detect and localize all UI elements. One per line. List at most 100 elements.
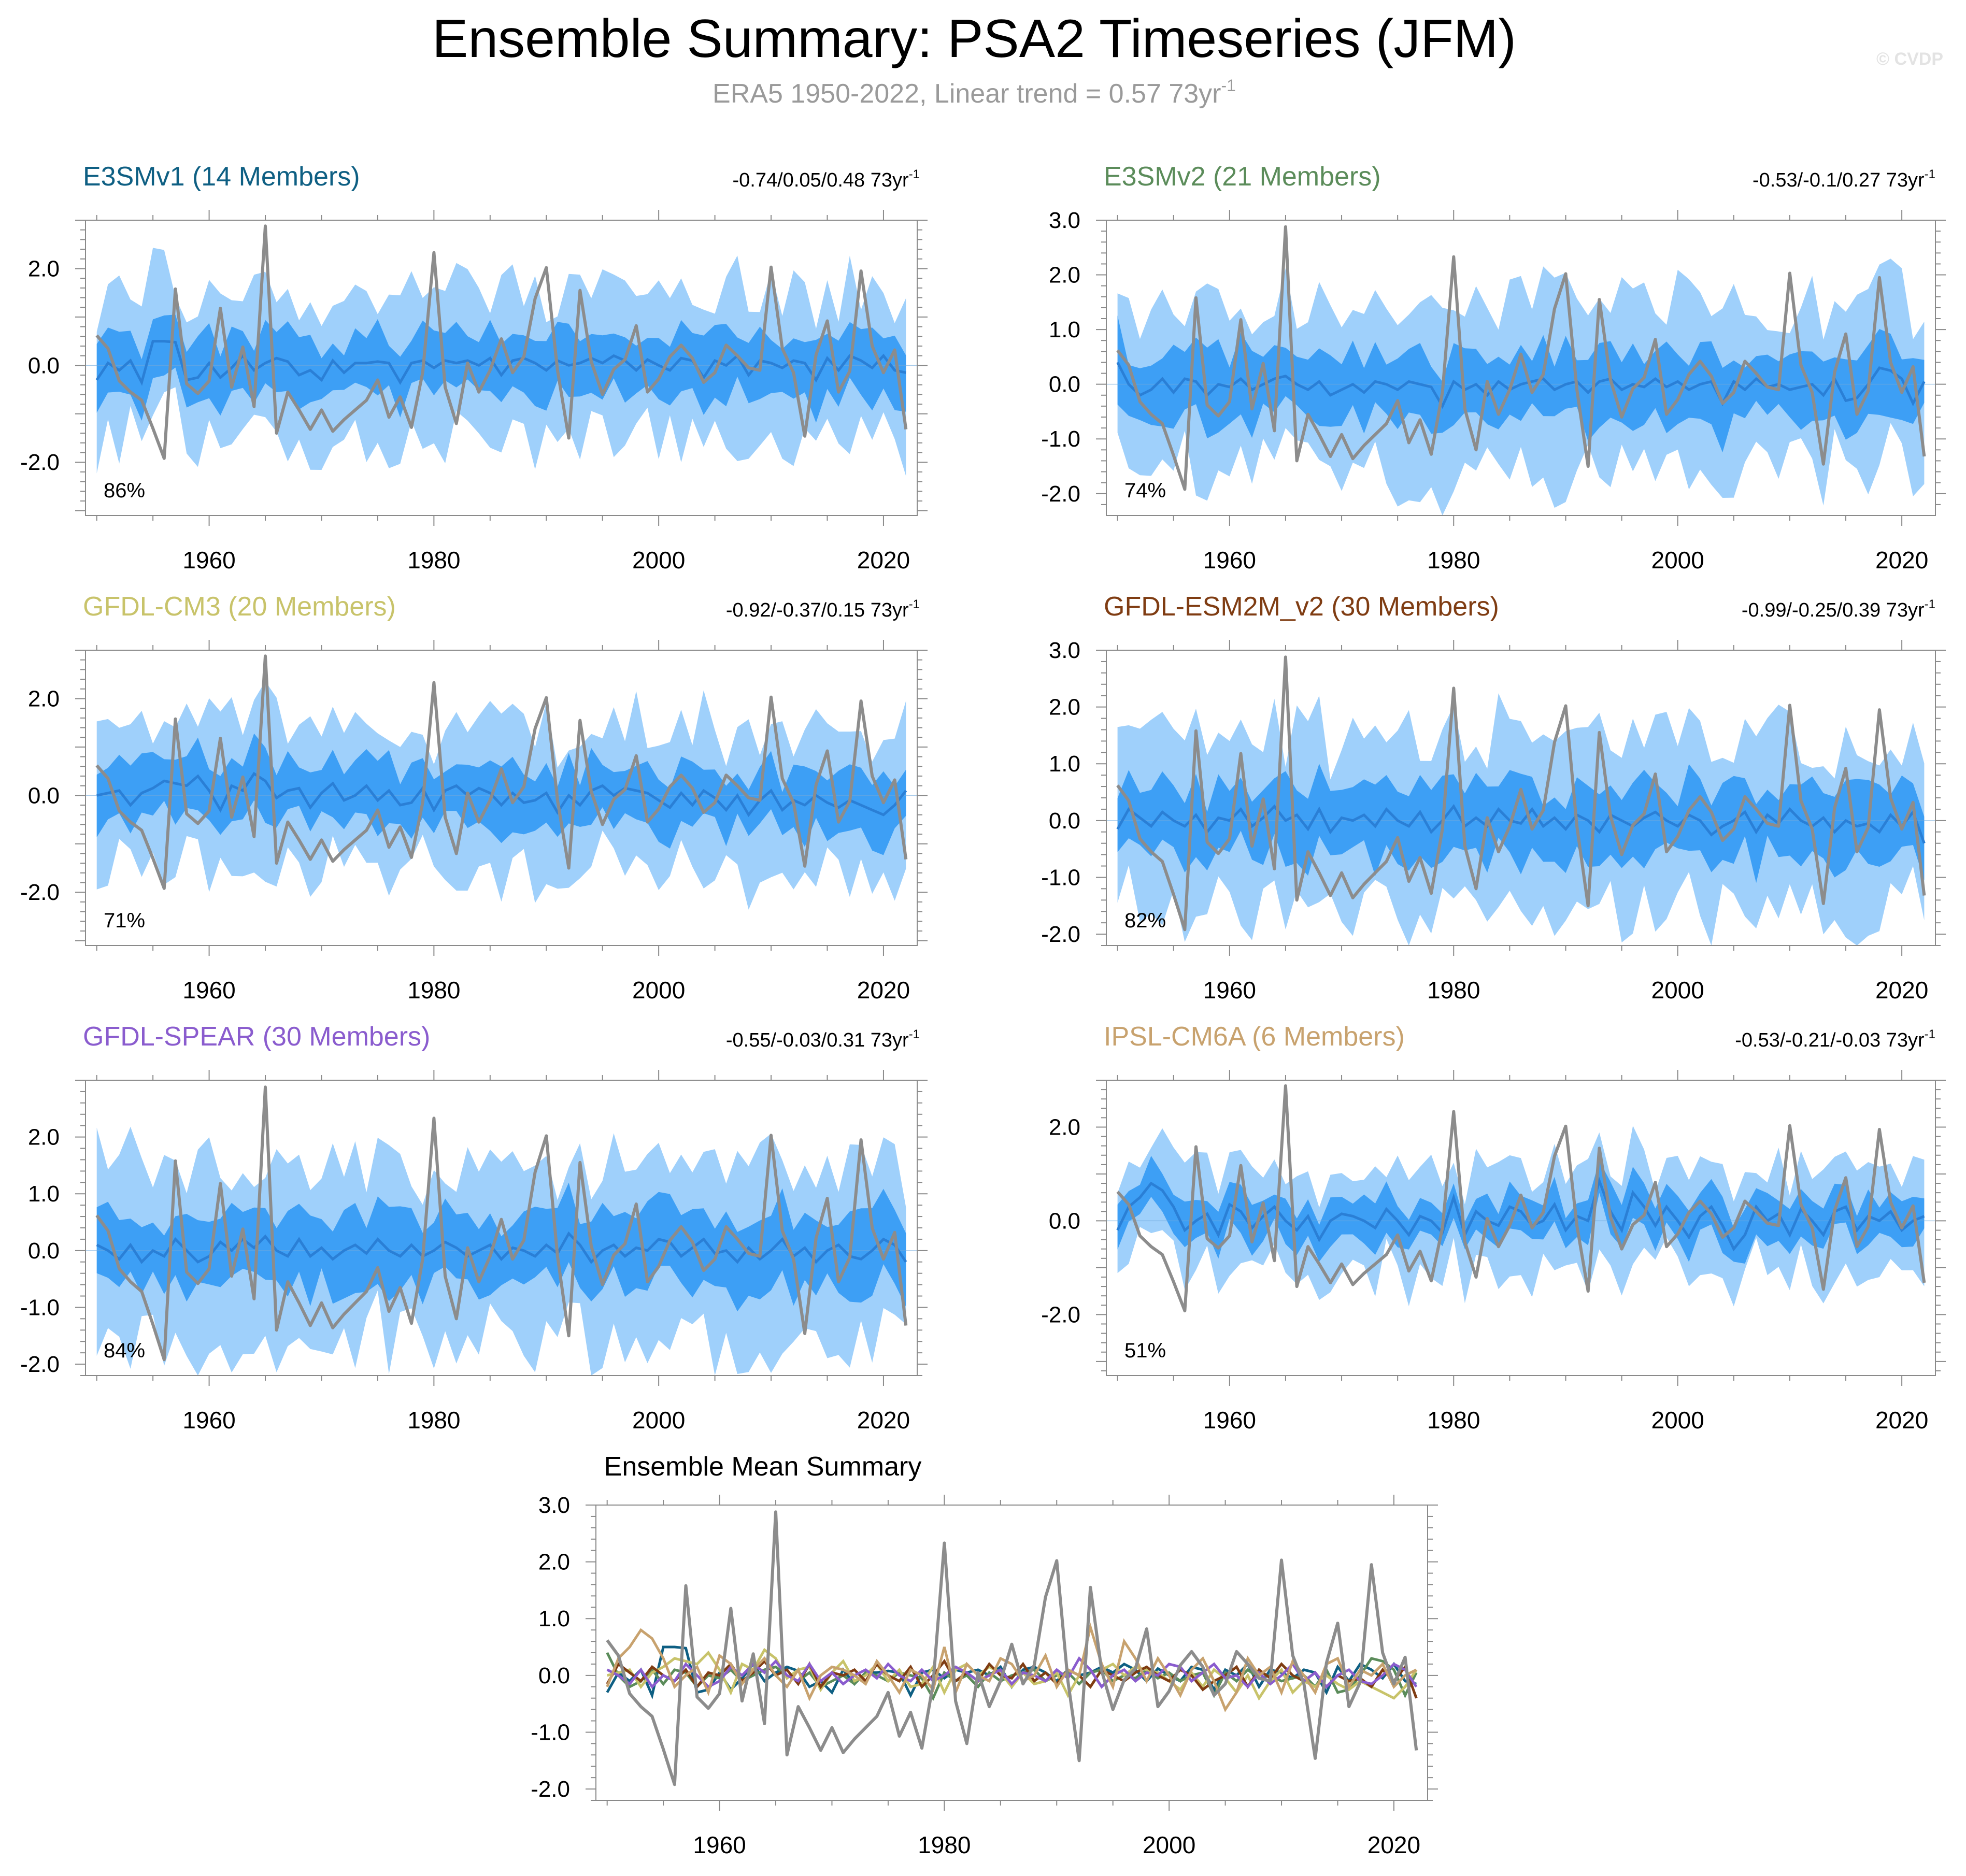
panel-4-ytick-label: 2.0 xyxy=(1049,695,1080,720)
subtitle-text: ERA5 1950-2022, Linear trend = 0.57 73yr xyxy=(713,79,1221,109)
panel-4-ytick-label: -2.0 xyxy=(1041,922,1080,947)
inner-spread-band xyxy=(96,1182,906,1312)
panel-6-ytick-label: 0.0 xyxy=(1049,1208,1080,1234)
panel-6-ytick-label: -2.0 xyxy=(1041,1302,1080,1327)
panel-percent: 71% xyxy=(104,909,145,932)
panel-trend-superscript: -1 xyxy=(1925,167,1935,181)
panel-6-ytick-label: 2.0 xyxy=(1049,1114,1080,1140)
panel-6-xtick-label: 1960 xyxy=(1203,1407,1256,1434)
panel-3-frame xyxy=(85,650,918,946)
summary-xtick-label: 2020 xyxy=(1367,1831,1420,1858)
panel-4-xtick-label: 1960 xyxy=(1203,977,1256,1004)
panel-1-ytick-label: -2.0 xyxy=(20,450,60,475)
observed-line xyxy=(95,1085,908,1362)
ensemble-mean-line xyxy=(1116,1177,1925,1252)
panel-trend-text: -0.74/0.05/0.48 73yr xyxy=(733,169,909,191)
panel-title: GFDL-SPEAR (30 Members) xyxy=(83,1022,430,1052)
figure-title: Ensemble Summary: PSA2 Timeseries (JFM) xyxy=(432,9,1516,69)
panel-percent: 84% xyxy=(104,1339,145,1362)
panel-3-xtick-label: 1980 xyxy=(407,977,460,1004)
panel-6: 1960 1980 2000 2020 2.0 0.0 -2.0 IPSL-CM6A (6 M… xyxy=(1041,1022,1946,1434)
panel-3-xtick-label: 2000 xyxy=(632,977,685,1004)
panel-5: 1960 1980 2000 2020 2.0 1.0 0.0 -1.0 -2.0 GFDL-SP… xyxy=(20,1022,928,1434)
observed-line xyxy=(1116,655,1926,932)
ensemble-mean-line xyxy=(95,340,906,386)
panel-title: E3SMv2 (21 Members) xyxy=(1104,162,1381,192)
panel-5-ytick-label: -2.0 xyxy=(20,1352,60,1377)
panel-2-ytick-label: -2.0 xyxy=(1041,481,1080,507)
summary-ytick-label: 0.0 xyxy=(538,1663,570,1688)
panel-percent: 82% xyxy=(1124,909,1166,932)
panel-title: E3SMv1 (14 Members) xyxy=(83,162,360,192)
figure-subtitle: ERA5 1950-2022, Linear trend = 0.57 73yr… xyxy=(713,76,1236,109)
panel-3-xtick-label: 2020 xyxy=(857,977,910,1004)
panel-4-ytick-label: -1.0 xyxy=(1041,865,1080,890)
panel-4-xtick-label: 2000 xyxy=(1651,977,1704,1004)
summary-ytick-label: 1.0 xyxy=(538,1606,570,1631)
summary-ytick-label: -2.0 xyxy=(531,1777,570,1802)
panel-3-xtick-label: 1960 xyxy=(182,977,235,1004)
panel-4-xtick-label: 2020 xyxy=(1875,977,1928,1004)
observed-line xyxy=(1116,225,1926,491)
summary-title: Ensemble Mean Summary xyxy=(604,1452,922,1482)
panel-4: 1960 1980 2000 2020 3.0 2.0 1.0 0.0 -1.0 -2.0 GFDL… xyxy=(1041,592,1946,1004)
panel-2-ytick-label: 1.0 xyxy=(1049,317,1080,342)
panel-5-ytick-label: 2.0 xyxy=(28,1125,60,1150)
watermark: © CVDP xyxy=(1876,49,1943,69)
panel-2-xtick-label: 1980 xyxy=(1427,547,1480,574)
panel-6-xtick-label: 1980 xyxy=(1427,1407,1480,1434)
panel-title: GFDL-ESM2M_v2 (30 Members) xyxy=(1104,592,1499,622)
panel-1-ytick-label: 0.0 xyxy=(28,353,60,378)
panel-trend: -0.92/-0.37/0.15 73yr-1 xyxy=(726,597,920,621)
summary-observed-line xyxy=(606,1510,1418,1786)
panel-1-xtick-label: 1960 xyxy=(182,547,235,574)
panel-trend: -0.53/-0.21/-0.03 73yr-1 xyxy=(1735,1027,1935,1051)
panel-trend-superscript: -1 xyxy=(1925,597,1935,611)
panel-2-ytick-label: 3.0 xyxy=(1049,208,1080,233)
panel-trend-text: -0.53/-0.1/0.27 73yr xyxy=(1753,169,1925,191)
summary-mean-line xyxy=(607,1648,1418,1701)
panel-1-frame xyxy=(85,220,918,516)
panel-2-ytick-label: -1.0 xyxy=(1041,426,1080,452)
panel-trend-text: -0.99/-0.25/0.39 73yr xyxy=(1742,599,1925,621)
panel-trend-superscript: -1 xyxy=(909,1027,920,1041)
summary-xtick-label: 1960 xyxy=(693,1831,746,1858)
ensemble-mean-line xyxy=(1116,804,1926,844)
observed-line xyxy=(95,224,908,460)
panel-5-xtick-label: 1980 xyxy=(407,1407,460,1434)
panel-2-ytick-label: 2.0 xyxy=(1049,263,1080,288)
panel-percent: 86% xyxy=(104,479,145,502)
panel-6-frame xyxy=(1106,1080,1936,1376)
panel-2-xtick-label: 2000 xyxy=(1651,547,1704,574)
panel-5-xtick-label: 2020 xyxy=(857,1407,910,1434)
panel-trend: -0.99/-0.25/0.39 73yr-1 xyxy=(1742,597,1935,621)
summary-mean-line xyxy=(606,1658,1418,1699)
panel-3-ytick-label: 0.0 xyxy=(28,783,60,808)
panel-4-ytick-label: 1.0 xyxy=(1049,751,1080,777)
inner-spread-band xyxy=(96,733,906,855)
summary-mean-line xyxy=(606,1656,1418,1689)
panel-trend-text: -0.92/-0.37/0.15 73yr xyxy=(726,599,909,621)
ensemble-mean-line xyxy=(1116,362,1926,409)
panel-3-ytick-label: 2.0 xyxy=(28,686,60,711)
summary-ytick-label: 3.0 xyxy=(538,1493,570,1518)
panel-trend: -0.74/0.05/0.48 73yr-1 xyxy=(733,167,920,191)
panel-2-frame xyxy=(1106,220,1936,516)
ensemble-mean-line xyxy=(96,1231,907,1264)
observed-line xyxy=(95,654,908,890)
panel-trend-superscript: -1 xyxy=(909,597,920,611)
panel-1-xtick-label: 2000 xyxy=(632,547,685,574)
summary-mean-line xyxy=(606,1622,1417,1712)
summary-frame xyxy=(595,1505,1428,1801)
panel-trend-superscript: -1 xyxy=(909,167,920,181)
panel-trend-text: -0.53/-0.21/-0.03 73yr xyxy=(1735,1029,1925,1051)
panel-5-ytick-label: 1.0 xyxy=(28,1181,60,1207)
plots-layer: 1960 1980 2000 2020 2.0 0.0 -2.0 E3SMv1 (14 Mem… xyxy=(20,162,1946,1858)
summary-ytick-label: 2.0 xyxy=(538,1550,570,1575)
panel-trend-superscript: -1 xyxy=(1925,1027,1935,1041)
panel-2-xtick-label: 1960 xyxy=(1203,547,1256,574)
panel-5-ytick-label: -1.0 xyxy=(20,1295,60,1320)
panel-1-xtick-label: 1980 xyxy=(407,547,460,574)
panel-5-xtick-label: 2000 xyxy=(632,1407,685,1434)
